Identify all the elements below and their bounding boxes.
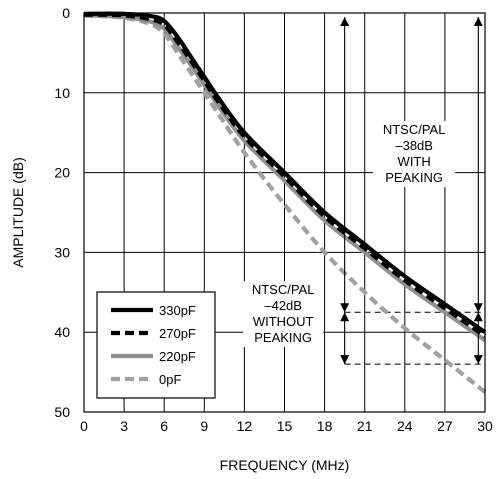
x-tick-label: 15: [277, 418, 293, 434]
series-line-330pf: [83, 11, 487, 334]
x-tick-label: 27: [437, 418, 453, 434]
y-tick-label: 30: [54, 244, 70, 260]
ticks: 0 3 6 9 12 15 18 21 24 27 30 0 10 20 30 40 50: [54, 5, 493, 434]
x-tick-label: 0: [80, 418, 88, 434]
x-tick-label: 9: [200, 418, 208, 434]
legend-label: 330pF: [159, 303, 196, 318]
legend: 330pF 270pF 220pF 0pF: [96, 291, 216, 399]
annotation-without-peaking: NTSC/PAL –42dB WITHOUT PEAKING: [252, 282, 315, 345]
plot-frame: [83, 12, 486, 413]
legend-label: 220pF: [159, 349, 196, 364]
x-tick-label: 12: [237, 418, 253, 434]
annotation-line: PEAKING: [385, 170, 443, 185]
arrowhead: [473, 303, 483, 313]
arrowhead: [340, 312, 350, 322]
annotation-line: WITHOUT: [253, 314, 314, 329]
x-tick-label: 6: [160, 418, 168, 434]
x-tick-label: 30: [477, 418, 493, 434]
legend-label: 0pF: [159, 372, 181, 387]
y-axis-title: AMPLITUDE (dB): [10, 157, 26, 267]
series-line-0pf: [83, 13, 487, 394]
x-axis-title: FREQUENCY (MHz): [220, 457, 350, 473]
arrows: [340, 16, 483, 365]
x-tick-label: 21: [357, 418, 373, 434]
arrowhead: [340, 303, 350, 313]
y-tick-label: 20: [54, 165, 70, 181]
y-tick-label: 0: [62, 5, 70, 21]
arrowhead: [340, 355, 350, 365]
annotation-with-peaking-bg: [373, 121, 456, 187]
reference-lines: [344, 311, 485, 365]
legend-label: 270pF: [159, 326, 196, 341]
x-tick-label: 24: [397, 418, 413, 434]
arrowhead: [473, 355, 483, 365]
arrowhead: [340, 16, 350, 26]
series-layer: [83, 11, 487, 394]
arrowhead: [473, 16, 483, 26]
y-tick-label: 50: [54, 404, 70, 420]
y-tick-label: 40: [54, 324, 70, 340]
x-tick-label: 3: [120, 418, 128, 434]
annotation-with-peaking: NTSC/PAL –38dB WITH PEAKING: [383, 122, 446, 185]
annotation-line: WITH: [398, 154, 431, 169]
series-line-220pf: [83, 13, 487, 342]
x-tick-label: 18: [317, 418, 333, 434]
series-line-270pf: [83, 12, 487, 338]
annotation-line: –38dB: [395, 138, 433, 153]
arrowhead: [473, 312, 483, 322]
annotation-line: NTSC/PAL: [383, 122, 446, 137]
y-tick-label: 10: [54, 85, 70, 101]
annotation-line: NTSC/PAL: [252, 282, 315, 297]
annotation-without-peaking-bg: [243, 281, 324, 347]
legend-items: 330pF 270pF 220pF 0pF: [111, 303, 196, 387]
annotation-line: –42dB: [264, 298, 302, 313]
annotation-line: PEAKING: [254, 330, 312, 345]
